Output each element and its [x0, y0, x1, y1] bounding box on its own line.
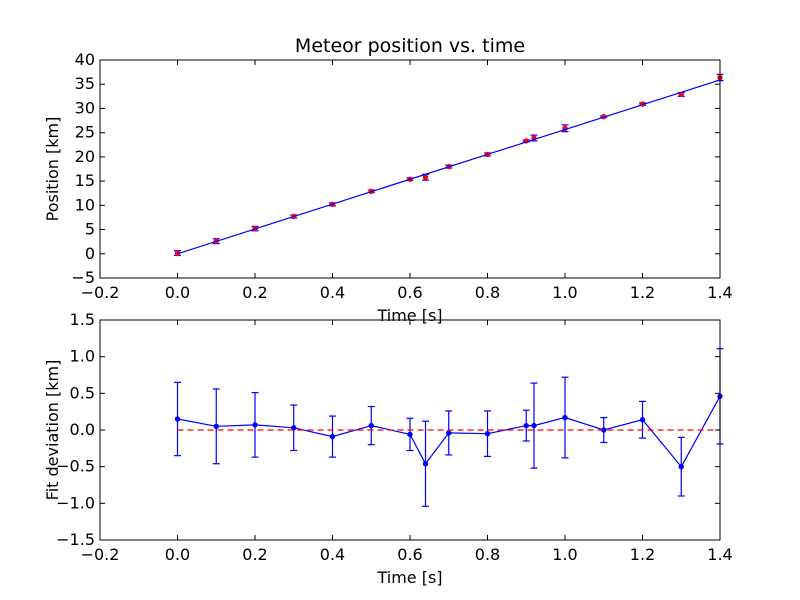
bottom-errorbar	[329, 415, 336, 458]
bottom-ytick-label: −0.5	[56, 457, 95, 476]
top-xtick-label: 0.4	[320, 283, 345, 302]
bottom-axes: −0.2 0.0 0.2 0.4 0.6 0.8 1.0 1.2 1.4 −1.5 −1.0 −0.5…	[43, 310, 733, 587]
bottom-data-point	[531, 422, 537, 429]
bottom-ytick-label: −1.5	[56, 530, 95, 549]
bottom-data-point	[213, 423, 219, 430]
top-xtick-label: 0.2	[242, 283, 267, 302]
bottom-xtick-label: 0.6	[397, 545, 422, 564]
bottom-xtick-label: 0.0	[165, 545, 190, 564]
bottom-data-point	[368, 422, 374, 429]
bottom-data-point	[174, 416, 181, 422]
bottom-xtick-label: 1.2	[630, 545, 655, 564]
top-ytick-label: 40	[75, 50, 95, 69]
top-ytick-label: 15	[75, 171, 95, 190]
bottom-data-point	[329, 433, 336, 440]
top-xtick-label: 0.0	[165, 283, 190, 302]
top-xtick-label: 1.4	[707, 283, 732, 302]
top-ytick-label: 10	[75, 195, 95, 214]
top-ytick-label: 30	[75, 98, 95, 117]
bottom-xtick-label: 1.0	[552, 545, 577, 564]
bottom-xlabel: Time [s]	[376, 568, 442, 587]
top-axes: −0.2 0.0 0.2 0.4 0.6 0.8 1.0 1.2 1.4 −5 0 5 10 15 20 25…	[43, 35, 733, 325]
bottom-errorbar	[445, 410, 453, 456]
top-ylabel: Position [km]	[43, 117, 62, 222]
bottom-data-point	[562, 414, 568, 421]
bottom-errorbar	[174, 381, 181, 457]
bottom-data-point	[484, 430, 491, 437]
bottom-data-point	[446, 430, 452, 436]
bottom-errorbar	[522, 409, 530, 442]
top-xtick-label: −0.2	[81, 283, 120, 302]
top-errorbar	[422, 173, 429, 181]
top-xtick-label: 0.6	[397, 283, 422, 302]
bottom-data-point	[252, 422, 258, 428]
top-xtick-label: 1.2	[630, 283, 655, 302]
top-ytick-label: 5	[85, 220, 95, 239]
top-errorbar	[484, 151, 491, 158]
bottom-xtick-label: −0.2	[81, 545, 120, 564]
bottom-series-0	[174, 348, 724, 507]
bottom-errorbar	[251, 392, 259, 458]
top-ytick-label: 20	[75, 147, 95, 166]
bottom-data-point	[291, 425, 297, 431]
top-data-point	[422, 174, 429, 180]
top-ytick-label: 0	[85, 244, 95, 263]
bottom-xtick-label: 0.8	[475, 545, 500, 564]
bottom-errorbar	[406, 417, 414, 452]
bottom-errorbar	[422, 420, 429, 507]
bottom-xtick-label: 0.2	[242, 545, 267, 564]
bottom-errorbar	[212, 388, 220, 465]
bottom-errorbar	[530, 382, 538, 469]
bottom-ytick-label: 1.5	[70, 310, 95, 329]
top-ytick-label: 25	[75, 123, 95, 142]
bottom-errorbar	[561, 376, 569, 459]
bottom-data-point	[639, 417, 646, 423]
bottom-errorbar	[677, 436, 685, 497]
bottom-data-point	[523, 422, 529, 429]
bottom-ytick-label: 1.0	[70, 347, 95, 366]
top-axes-frame	[99, 59, 721, 279]
bottom-errorbar	[600, 416, 608, 444]
bottom-errorbar	[290, 404, 298, 452]
bottom-data-point	[407, 431, 413, 438]
bottom-ytick-label: 0.0	[70, 420, 95, 439]
bottom-ylabel: Fit deviation [km]	[43, 360, 62, 501]
bottom-data-point	[422, 461, 429, 467]
bottom-xtick-label: 1.4	[707, 545, 732, 564]
bottom-ytick-label: −1.0	[56, 493, 95, 512]
top-title: Meteor position vs. time	[295, 35, 525, 57]
top-series-1	[177, 79, 721, 255]
top-xtick-label: 0.8	[475, 283, 500, 302]
top-ytick-label: 35	[75, 74, 95, 93]
bottom-ytick-label: 0.5	[70, 383, 95, 402]
bottom-errorbar	[367, 405, 375, 446]
bottom-data-point	[678, 463, 684, 470]
bottom-errorbar	[639, 400, 646, 439]
top-fit-line	[177, 79, 721, 255]
top-ytick-label: −5	[71, 268, 95, 287]
top-xtick-label: 1.0	[552, 283, 577, 302]
bottom-errorbar	[484, 410, 491, 457]
bottom-xtick-label: 0.4	[320, 545, 345, 564]
